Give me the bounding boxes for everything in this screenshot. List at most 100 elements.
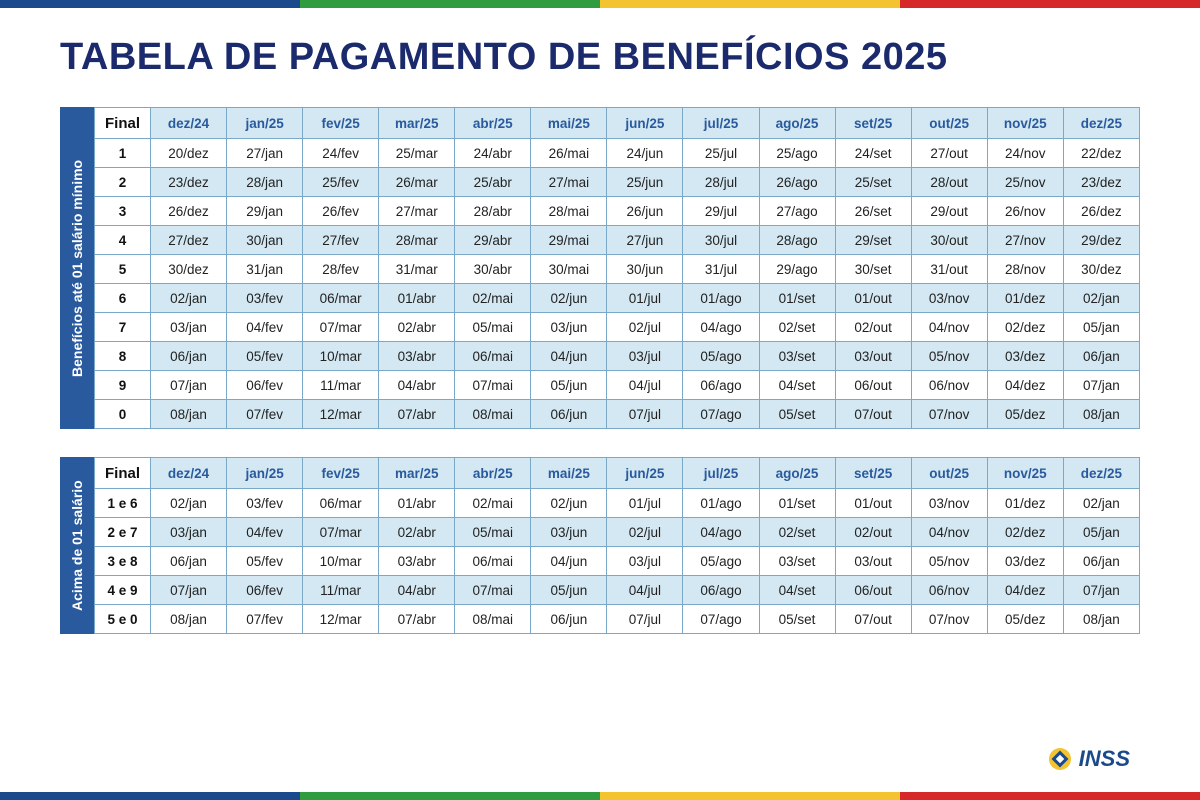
cell: 08/mai xyxy=(455,605,531,634)
cell: 31/jan xyxy=(227,255,303,284)
cell: 27/jun xyxy=(607,226,683,255)
cell: 06/out xyxy=(835,576,911,605)
table-row: 4 e 907/jan06/fev11/mar04/abr07/mai05/ju… xyxy=(95,576,1140,605)
cell: 27/out xyxy=(911,139,987,168)
cell: 26/mar xyxy=(379,168,455,197)
cell: 03/abr xyxy=(379,547,455,576)
cell: 03/abr xyxy=(379,342,455,371)
col-month: ago/25 xyxy=(759,458,835,489)
cell: 06/jun xyxy=(531,400,607,429)
table1-side-label: Benefícios até 01 salário mínimo xyxy=(60,107,94,429)
bottom-stripe xyxy=(0,792,1200,800)
cell: 06/jan xyxy=(151,547,227,576)
row-key: 3 xyxy=(95,197,151,226)
col-month: dez/24 xyxy=(151,458,227,489)
cell: 30/jul xyxy=(683,226,759,255)
table2-block: Acima de 01 salário Finaldez/24jan/25fev… xyxy=(60,457,1140,634)
cell: 02/abr xyxy=(379,518,455,547)
cell: 01/jul xyxy=(607,284,683,313)
cell: 01/abr xyxy=(379,489,455,518)
row-key: 1 xyxy=(95,139,151,168)
cell: 03/fev xyxy=(227,489,303,518)
cell: 07/fev xyxy=(227,605,303,634)
cell: 05/jun xyxy=(531,576,607,605)
row-key: 7 xyxy=(95,313,151,342)
cell: 06/ago xyxy=(683,576,759,605)
row-key: 0 xyxy=(95,400,151,429)
cell: 01/set xyxy=(759,284,835,313)
cell: 08/mai xyxy=(455,400,531,429)
cell: 02/jun xyxy=(531,489,607,518)
cell: 30/set xyxy=(835,255,911,284)
cell: 08/jan xyxy=(151,400,227,429)
cell: 28/fev xyxy=(303,255,379,284)
cell: 29/abr xyxy=(455,226,531,255)
cell: 05/mai xyxy=(455,313,531,342)
cell: 25/jul xyxy=(683,139,759,168)
cell: 03/jan xyxy=(151,518,227,547)
cell: 30/dez xyxy=(151,255,227,284)
cell: 05/jan xyxy=(1063,313,1139,342)
table-row: 3 e 806/jan05/fev10/mar03/abr06/mai04/ju… xyxy=(95,547,1140,576)
cell: 02/out xyxy=(835,313,911,342)
stripe-seg xyxy=(600,792,900,800)
cell: 07/jan xyxy=(151,576,227,605)
cell: 01/out xyxy=(835,489,911,518)
cell: 03/set xyxy=(759,342,835,371)
cell: 11/mar xyxy=(303,371,379,400)
cell: 25/mar xyxy=(379,139,455,168)
cell: 05/dez xyxy=(987,400,1063,429)
row-key: 5 xyxy=(95,255,151,284)
cell: 06/jan xyxy=(1063,547,1139,576)
cell: 07/mai xyxy=(455,576,531,605)
cell: 04/nov xyxy=(911,313,987,342)
cell: 08/jan xyxy=(151,605,227,634)
cell: 25/set xyxy=(835,168,911,197)
cell: 03/out xyxy=(835,547,911,576)
cell: 08/jan xyxy=(1063,605,1139,634)
cell: 07/jul xyxy=(607,605,683,634)
cell: 04/fev xyxy=(227,313,303,342)
cell: 05/nov xyxy=(911,547,987,576)
cell: 27/nov xyxy=(987,226,1063,255)
cell: 26/dez xyxy=(151,197,227,226)
cell: 05/set xyxy=(759,605,835,634)
cell: 28/abr xyxy=(455,197,531,226)
cell: 24/abr xyxy=(455,139,531,168)
inss-logo-text: INSS xyxy=(1079,746,1130,772)
cell: 05/set xyxy=(759,400,835,429)
table-row: 427/dez30/jan27/fev28/mar29/abr29/mai27/… xyxy=(95,226,1140,255)
cell: 24/set xyxy=(835,139,911,168)
row-key: 9 xyxy=(95,371,151,400)
cell: 01/dez xyxy=(987,284,1063,313)
cell: 06/ago xyxy=(683,371,759,400)
table2-side-label: Acima de 01 salário xyxy=(60,457,94,634)
cell: 03/dez xyxy=(987,547,1063,576)
cell: 29/mai xyxy=(531,226,607,255)
cell: 30/abr xyxy=(455,255,531,284)
cell: 27/mai xyxy=(531,168,607,197)
cell: 01/dez xyxy=(987,489,1063,518)
row-key: 1 e 6 xyxy=(95,489,151,518)
row-key: 6 xyxy=(95,284,151,313)
cell: 01/set xyxy=(759,489,835,518)
cell: 04/jul xyxy=(607,371,683,400)
cell: 01/abr xyxy=(379,284,455,313)
cell: 29/set xyxy=(835,226,911,255)
cell: 02/jun xyxy=(531,284,607,313)
cell: 07/abr xyxy=(379,400,455,429)
col-month: set/25 xyxy=(835,458,911,489)
cell: 29/jan xyxy=(227,197,303,226)
cell: 07/jan xyxy=(1063,576,1139,605)
cell: 25/nov xyxy=(987,168,1063,197)
cell: 02/jan xyxy=(1063,489,1139,518)
table-row: 326/dez29/jan26/fev27/mar28/abr28/mai26/… xyxy=(95,197,1140,226)
cell: 07/out xyxy=(835,400,911,429)
cell: 05/dez xyxy=(987,605,1063,634)
cell: 02/jul xyxy=(607,313,683,342)
cell: 20/dez xyxy=(151,139,227,168)
table-row: 602/jan03/fev06/mar01/abr02/mai02/jun01/… xyxy=(95,284,1140,313)
cell: 06/mai xyxy=(455,547,531,576)
cell: 04/abr xyxy=(379,371,455,400)
cell: 03/set xyxy=(759,547,835,576)
